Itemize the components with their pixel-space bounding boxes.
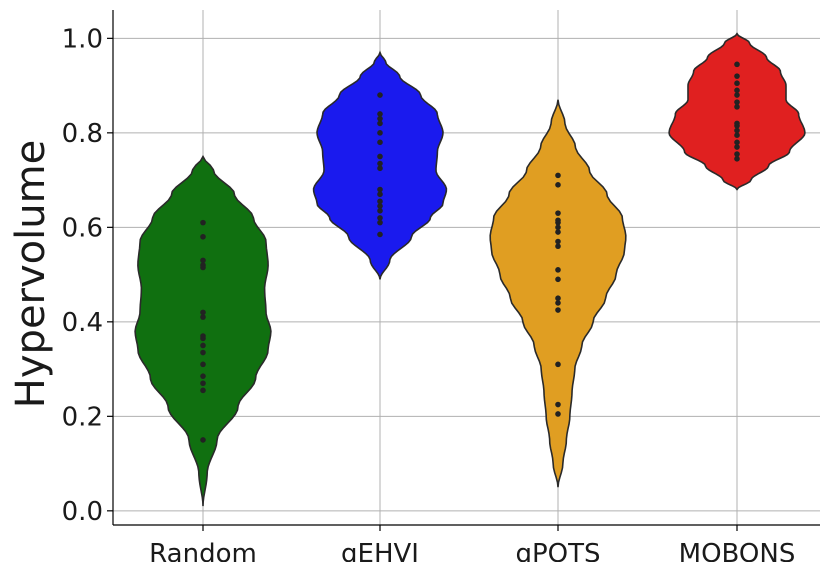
- data-point: [734, 139, 740, 146]
- data-point: [555, 300, 561, 306]
- data-point: [200, 257, 206, 264]
- data-point: [555, 210, 561, 216]
- data-point: [555, 229, 561, 235]
- data-point: [734, 104, 740, 110]
- data-point: [377, 165, 383, 172]
- data-point: [377, 130, 383, 136]
- violin-mobons: [668, 32, 806, 191]
- data-point: [377, 191, 383, 198]
- x-tick-label: qEHVI: [341, 539, 419, 562]
- data-point: [200, 233, 206, 240]
- data-point: [200, 387, 206, 394]
- data-point: [555, 182, 561, 188]
- data-point: [377, 139, 383, 146]
- y-tick-label: 0.0: [62, 497, 103, 527]
- data-point: [734, 87, 740, 94]
- data-point: [200, 380, 206, 387]
- data-point: [734, 80, 740, 87]
- data-point: [377, 160, 383, 167]
- data-point: [555, 295, 561, 302]
- data-point: [200, 373, 206, 379]
- y-tick-label: 0.4: [62, 308, 103, 338]
- data-point: [734, 73, 740, 79]
- data-point: [734, 144, 740, 150]
- data-point: [555, 361, 561, 368]
- data-point: [377, 153, 383, 160]
- data-point: [200, 314, 206, 320]
- data-point: [377, 208, 383, 214]
- data-point: [555, 172, 561, 179]
- y-axis-label: Hypervolume: [8, 140, 54, 408]
- data-point: [555, 217, 561, 224]
- data-point: [200, 342, 206, 349]
- data-point: [734, 132, 740, 139]
- violin-qpots: [489, 99, 627, 488]
- data-point: [200, 349, 206, 356]
- data-point: [200, 262, 206, 268]
- data-point: [555, 267, 561, 273]
- data-point: [555, 307, 561, 313]
- data-point: [200, 437, 206, 443]
- data-point: [555, 411, 561, 417]
- data-point: [200, 219, 206, 226]
- data-point: [377, 231, 383, 238]
- y-tick-label: 0.6: [62, 213, 103, 243]
- data-point: [734, 61, 740, 68]
- data-point: [377, 115, 383, 122]
- data-point: [377, 203, 383, 209]
- y-tick-label: 0.8: [62, 119, 103, 149]
- data-point: [377, 215, 383, 221]
- x-tick-label: qPOTS: [515, 539, 600, 562]
- data-point: [734, 127, 740, 134]
- violin-layer: [134, 32, 806, 507]
- y-tick-label: 0.2: [62, 402, 103, 432]
- data-point: [734, 120, 740, 127]
- data-point: [555, 238, 561, 245]
- data-point: [200, 361, 206, 368]
- x-tick-label: MOBONS: [679, 539, 796, 562]
- point-layer: [200, 61, 740, 443]
- data-point: [377, 219, 383, 226]
- data-point: [377, 120, 383, 127]
- y-tick-label: 1.0: [62, 24, 103, 54]
- data-point: [734, 92, 740, 98]
- data-point: [555, 401, 561, 408]
- x-tick-label: Random: [149, 539, 257, 562]
- data-point: [377, 92, 383, 98]
- data-point: [555, 243, 561, 250]
- data-point: [734, 156, 740, 162]
- data-point: [200, 333, 206, 339]
- data-point: [555, 224, 561, 231]
- data-point: [734, 99, 740, 105]
- data-point: [377, 111, 383, 117]
- data-point: [377, 198, 383, 205]
- data-point: [734, 151, 740, 157]
- data-point: [555, 276, 561, 283]
- data-point: [377, 186, 383, 193]
- data-point: [200, 309, 206, 316]
- violin-random: [134, 154, 272, 507]
